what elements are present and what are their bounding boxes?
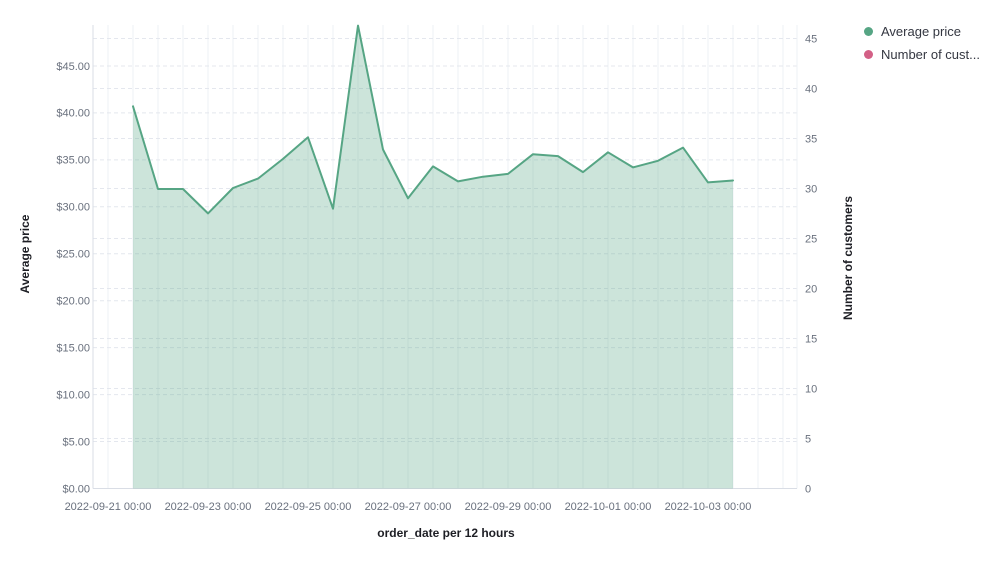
right-axis-tick-label: 10	[805, 383, 817, 395]
left-axis-tick-label: $0.00	[62, 483, 90, 495]
right-axis-tick-label: 0	[805, 483, 811, 495]
legend-label: Number of cust...	[881, 47, 980, 62]
right-axis-tick-label: 5	[805, 433, 811, 445]
left-axis-tick-label: $15.00	[56, 342, 90, 354]
legend-item-number-of-customers[interactable]: Number of cust...	[864, 43, 980, 66]
legend-item-average-price[interactable]: Average price	[864, 20, 980, 43]
right-axis-title: Number of customers	[841, 195, 855, 321]
average-price-series-dot-icon	[864, 27, 873, 36]
left-axis-tick-label: $40.00	[56, 108, 90, 120]
right-axis-tick-label: 30	[805, 183, 817, 195]
legend: Average price Number of cust...	[864, 20, 980, 66]
right-axis-tick-label: 15	[805, 333, 817, 345]
x-axis-tick-label: 2022-09-25 00:00	[265, 501, 352, 513]
number-of-customers-series-dot-icon	[864, 50, 873, 59]
right-axis-tick-label: 40	[805, 83, 817, 95]
x-axis-tick-label: 2022-10-01 00:00	[565, 501, 652, 513]
left-axis-tick-label: $30.00	[56, 202, 90, 214]
left-axis-tick-label: $10.00	[56, 389, 90, 401]
x-axis-tick-label: 2022-09-29 00:00	[465, 501, 552, 513]
left-axis-tick-label: $35.00	[56, 155, 90, 167]
left-axis-tick-label: $25.00	[56, 249, 90, 261]
x-axis-tick-label: 2022-09-21 00:00	[65, 501, 152, 513]
x-axis-title: order_date per 12 hours	[377, 526, 515, 540]
legend-label: Average price	[881, 24, 961, 39]
left-axis-tick-label: $20.00	[56, 296, 90, 308]
right-axis-tick-label: 45	[805, 33, 817, 45]
area-line	[132, 24, 734, 215]
right-axis-tick-label: 20	[805, 283, 817, 295]
left-axis-title: Average price	[18, 214, 32, 294]
x-axis-tick-label: 2022-09-27 00:00	[365, 501, 452, 513]
x-axis-tick-label: 2022-09-23 00:00	[165, 501, 252, 513]
x-axis-tick-label: 2022-10-03 00:00	[665, 501, 752, 513]
left-axis-tick-label: $45.00	[56, 61, 90, 73]
right-axis-tick-label: 35	[805, 133, 817, 145]
left-axis-tick-label: $5.00	[62, 436, 90, 448]
right-axis-tick-label: 25	[805, 233, 817, 245]
area-fill	[133, 25, 733, 489]
